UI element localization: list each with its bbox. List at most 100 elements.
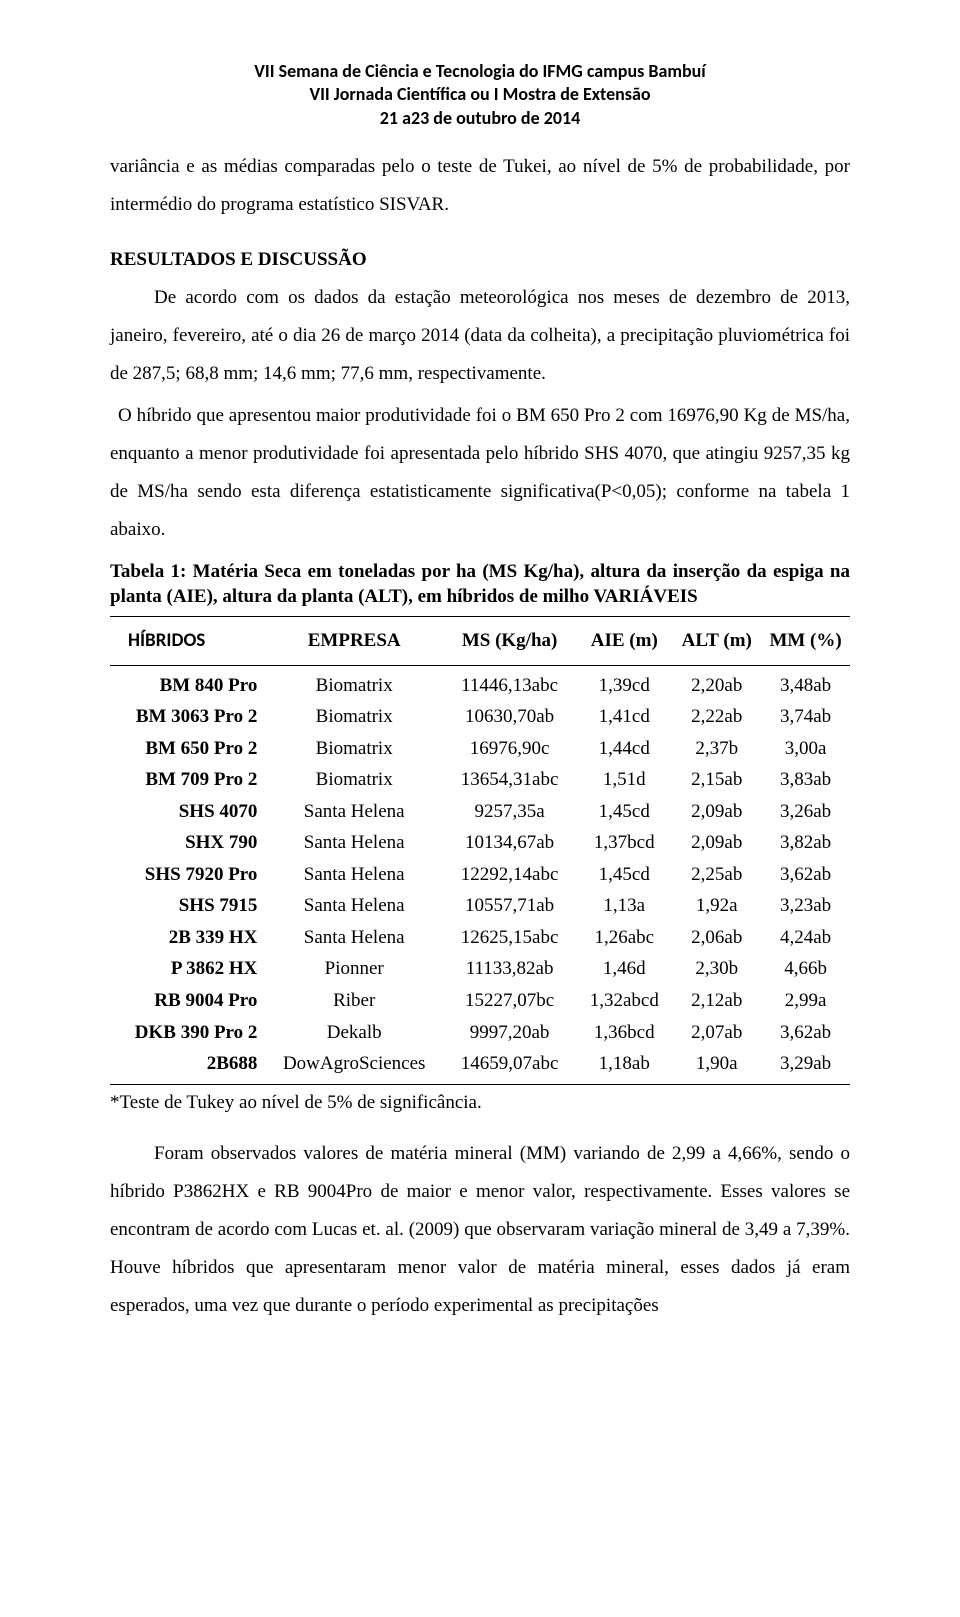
table-row: BM 709 Pro 2Biomatrix13654,31abc1,51d2,1…: [110, 764, 850, 796]
header-line-1: VII Semana de Ciência e Tecnologia do IF…: [110, 60, 850, 83]
table-row: SHS 4070Santa Helena9257,35a1,45cd2,09ab…: [110, 796, 850, 828]
table-mid-rule: [110, 665, 850, 666]
table-row: P 3862 HXPionner11133,82ab1,46d2,30b4,66…: [110, 953, 850, 985]
cell-empresa: Dekalb: [265, 1017, 443, 1049]
cell-alt: 2,20ab: [672, 670, 761, 702]
cell-hybrid: BM 3063 Pro 2: [110, 701, 265, 733]
cell-alt: 2,09ab: [672, 796, 761, 828]
cell-hybrid: SHS 4070: [110, 796, 265, 828]
cell-empresa: Santa Helena: [265, 796, 443, 828]
cell-aie: 1,32abcd: [576, 985, 672, 1017]
cell-hybrid: BM 840 Pro: [110, 670, 265, 702]
th-empresa: EMPRESA: [265, 621, 443, 661]
th-ms: MS (Kg/ha): [443, 621, 576, 661]
cell-ms: 12292,14abc: [443, 859, 576, 891]
cell-empresa: Santa Helena: [265, 827, 443, 859]
cell-ms: 11133,82ab: [443, 953, 576, 985]
table-row: SHS 7915Santa Helena10557,71ab1,13a1,92a…: [110, 890, 850, 922]
cell-aie: 1,41cd: [576, 701, 672, 733]
cell-mm: 3,00a: [761, 733, 850, 765]
cell-alt: 2,30b: [672, 953, 761, 985]
th-aie: AIE (m): [576, 621, 672, 661]
cell-empresa: Biomatrix: [265, 733, 443, 765]
table-bottom-rule: [110, 1084, 850, 1085]
cell-mm: 3,62ab: [761, 1017, 850, 1049]
table-footnote: *Teste de Tukey ao nível de 5% de signif…: [110, 1089, 850, 1118]
cell-alt: 1,90a: [672, 1048, 761, 1080]
cell-aie: 1,45cd: [576, 796, 672, 828]
table-head: HÍBRIDOS EMPRESA MS (Kg/ha) AIE (m) ALT …: [110, 621, 850, 661]
cell-empresa: Santa Helena: [265, 859, 443, 891]
cell-ms: 10557,71ab: [443, 890, 576, 922]
table-row: 2B 339 HXSanta Helena12625,15abc1,26abc2…: [110, 922, 850, 954]
cell-ms: 9997,20ab: [443, 1017, 576, 1049]
cell-mm: 3,48ab: [761, 670, 850, 702]
table-row: BM 650 Pro 2Biomatrix16976,90c1,44cd2,37…: [110, 733, 850, 765]
cell-aie: 1,36bcd: [576, 1017, 672, 1049]
cell-aie: 1,44cd: [576, 733, 672, 765]
cell-ms: 10630,70ab: [443, 701, 576, 733]
cell-aie: 1,46d: [576, 953, 672, 985]
cell-mm: 3,74ab: [761, 701, 850, 733]
cell-empresa: Biomatrix: [265, 764, 443, 796]
cell-aie: 1,37bcd: [576, 827, 672, 859]
cell-empresa: Pionner: [265, 953, 443, 985]
cell-mm: 3,83ab: [761, 764, 850, 796]
cell-mm: 3,29ab: [761, 1048, 850, 1080]
table-row: 2B688DowAgroSciences14659,07abc1,18ab1,9…: [110, 1048, 850, 1080]
cell-empresa: Biomatrix: [265, 670, 443, 702]
cell-hybrid: RB 9004 Pro: [110, 985, 265, 1017]
cell-mm: 4,66b: [761, 953, 850, 985]
cell-hybrid: 2B688: [110, 1048, 265, 1080]
cell-alt: 2,22ab: [672, 701, 761, 733]
cell-alt: 2,07ab: [672, 1017, 761, 1049]
th-alt: ALT (m): [672, 621, 761, 661]
table-row: RB 9004 ProRiber15227,07bc1,32abcd2,12ab…: [110, 985, 850, 1017]
cell-empresa: Riber: [265, 985, 443, 1017]
cell-hybrid: SHS 7915: [110, 890, 265, 922]
cell-empresa: Biomatrix: [265, 701, 443, 733]
cell-aie: 1,39cd: [576, 670, 672, 702]
cell-alt: 2,12ab: [672, 985, 761, 1017]
cell-empresa: Santa Helena: [265, 890, 443, 922]
event-header: VII Semana de Ciência e Tecnologia do IF…: [110, 60, 850, 130]
cell-ms: 9257,35a: [443, 796, 576, 828]
table-top-rule: [110, 616, 850, 617]
cell-ms: 11446,13abc: [443, 670, 576, 702]
cell-mm: 3,23ab: [761, 890, 850, 922]
table-body: BM 840 ProBiomatrix11446,13abc1,39cd2,20…: [110, 670, 850, 1080]
cell-hybrid: BM 709 Pro 2: [110, 764, 265, 796]
cell-mm: 4,24ab: [761, 922, 850, 954]
cell-mm: 3,82ab: [761, 827, 850, 859]
cell-empresa: DowAgroSciences: [265, 1048, 443, 1080]
cell-ms: 15227,07bc: [443, 985, 576, 1017]
cell-ms: 10134,67ab: [443, 827, 576, 859]
results-paragraph-1: De acordo com os dados da estação meteor…: [110, 279, 850, 393]
cell-hybrid: P 3862 HX: [110, 953, 265, 985]
cell-aie: 1,13a: [576, 890, 672, 922]
cell-aie: 1,51d: [576, 764, 672, 796]
cell-alt: 1,92a: [672, 890, 761, 922]
header-line-2: VII Jornada Científica ou I Mostra de Ex…: [110, 83, 850, 106]
cell-alt: 2,09ab: [672, 827, 761, 859]
table-row: BM 3063 Pro 2Biomatrix10630,70ab1,41cd2,…: [110, 701, 850, 733]
cell-alt: 2,37b: [672, 733, 761, 765]
cell-hybrid: 2B 339 HX: [110, 922, 265, 954]
cell-aie: 1,45cd: [576, 859, 672, 891]
cell-aie: 1,18ab: [576, 1048, 672, 1080]
cell-hybrid: SHX 790: [110, 827, 265, 859]
table-row: SHS 7920 ProSanta Helena12292,14abc1,45c…: [110, 859, 850, 891]
cell-ms: 12625,15abc: [443, 922, 576, 954]
table-header-row: HÍBRIDOS EMPRESA MS (Kg/ha) AIE (m) ALT …: [110, 621, 850, 661]
table-1-caption: Tabela 1: Matéria Seca em toneladas por …: [110, 559, 850, 610]
hybrids-table: HÍBRIDOS EMPRESA MS (Kg/ha) AIE (m) ALT …: [110, 621, 850, 661]
cell-hybrid: BM 650 Pro 2: [110, 733, 265, 765]
hybrids-table-body: BM 840 ProBiomatrix11446,13abc1,39cd2,20…: [110, 670, 850, 1080]
intro-paragraph: variância e as médias comparadas pelo o …: [110, 148, 850, 224]
header-line-3: 21 a23 de outubro de 2014: [110, 107, 850, 130]
cell-hybrid: DKB 390 Pro 2: [110, 1017, 265, 1049]
cell-mm: 3,62ab: [761, 859, 850, 891]
th-mm: MM (%): [761, 621, 850, 661]
results-paragraph-2: O híbrido que apresentou maior produtivi…: [110, 397, 850, 549]
cell-aie: 1,26abc: [576, 922, 672, 954]
